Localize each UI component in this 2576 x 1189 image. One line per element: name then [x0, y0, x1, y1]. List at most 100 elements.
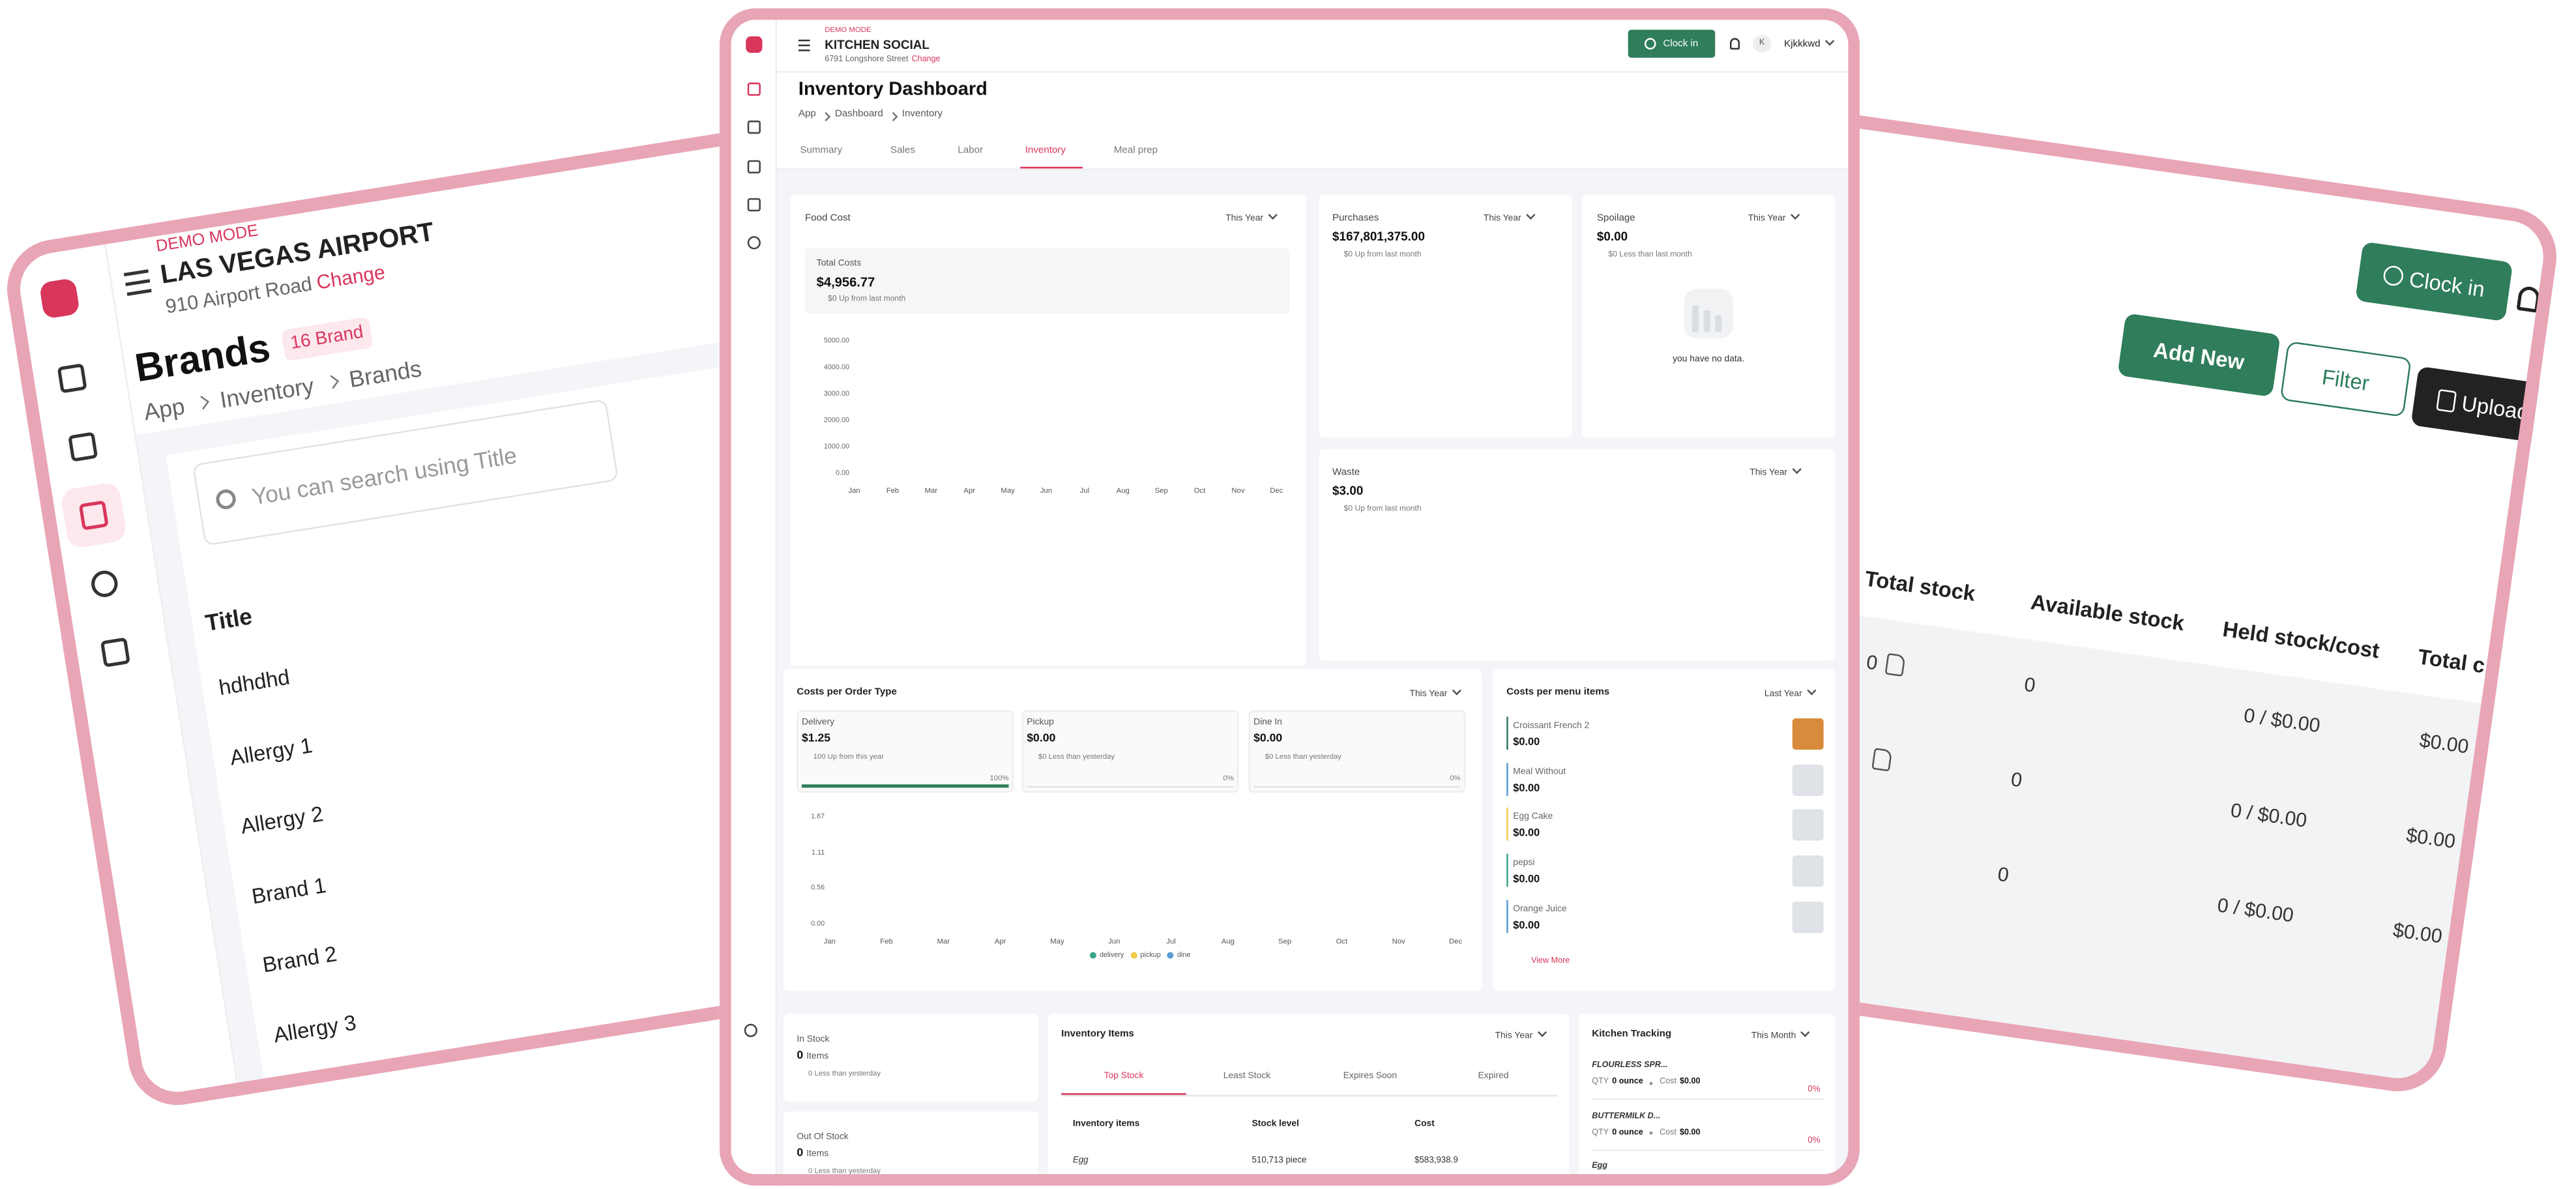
widget-card [783, 1111, 1038, 1186]
nav-icon [100, 637, 130, 668]
nav-icon [747, 82, 761, 96]
tab[interactable]: Summary [800, 146, 843, 156]
tab[interactable]: Expires Soon [1343, 1071, 1398, 1081]
widget-title: Food Cost [804, 214, 851, 224]
qty: 0 ounce [1612, 1077, 1643, 1087]
tab[interactable]: Expired [1478, 1071, 1509, 1081]
widget-value: $167,801,375.00 [1332, 229, 1425, 244]
x-tick-label: Dec [1448, 937, 1463, 946]
header-divider [777, 70, 1860, 73]
address-text: 6791 Longshore Street [825, 54, 909, 65]
y-tick-label: 3000.00 [823, 389, 850, 398]
change-text: $0 Less than last month [1608, 251, 1692, 260]
period-dropdown[interactable]: This Year [1748, 211, 1798, 224]
column-header: Held stock/cost [2221, 616, 2381, 664]
nav-icon [747, 236, 761, 250]
x-tick-label: Aug [1221, 937, 1235, 946]
widget-title: Costs per menu items [1506, 688, 1610, 698]
y-tick-label: 5000.00 [823, 336, 850, 345]
filter-button-label: Filter [2320, 363, 2371, 395]
nav-icon [78, 500, 109, 531]
item-name: Meal Without [1513, 767, 1566, 778]
empty-bar [1715, 315, 1722, 332]
x-tick-label: Jan [823, 937, 836, 946]
table-cell: $583,938.9 [1414, 1156, 1458, 1166]
item-thumbnail [1792, 902, 1824, 933]
column-header: Total c [2416, 643, 2487, 678]
order-type-box [1021, 710, 1239, 793]
tab[interactable]: Least Stock [1223, 1071, 1271, 1081]
legend-label: delivery [1099, 950, 1124, 959]
change-text: 0 Less than yesterday [808, 1069, 881, 1078]
add-new-button-label: Add New [2152, 336, 2246, 374]
x-tick-label: Jul [1166, 937, 1176, 946]
menu-line [123, 269, 149, 277]
column-header: Available stock [2029, 589, 2186, 636]
empty-bar [1703, 310, 1710, 332]
x-tick-label: Jan [848, 486, 860, 495]
order-type-name: Pickup [1027, 718, 1054, 728]
widget-card [1579, 1014, 1836, 1186]
x-tick-label: Feb [886, 486, 900, 495]
bell-icon [1729, 38, 1740, 50]
widget-title: Spoilage [1596, 214, 1635, 224]
item-value: $0.00 [1513, 873, 1540, 886]
upload-button[interactable]: Upload In [2410, 366, 2563, 448]
widget-value: $0.00 [1596, 229, 1628, 244]
edit-icon [1884, 653, 1906, 677]
active-tab-underline [1020, 166, 1083, 169]
add-new-button[interactable]: Add New [2117, 313, 2281, 398]
nav-icon [747, 160, 761, 173]
percent-label: 100% [989, 773, 1009, 782]
stock-count: 0 Items [797, 1050, 828, 1063]
y-tick-label: 1.11 [811, 847, 825, 857]
tab[interactable]: Top Stock [1104, 1071, 1144, 1081]
y-tick-label: 0.00 [835, 468, 850, 477]
order-type-value: $0.00 [1253, 733, 1283, 745]
item-thumbnail [1792, 764, 1824, 797]
period-dropdown[interactable]: This Year [1749, 466, 1800, 479]
tracking-name: Egg [1592, 1161, 1608, 1171]
total-costs-box [804, 247, 1290, 314]
menu-line [798, 39, 810, 41]
clock-in-button[interactable]: Clock in [2355, 241, 2513, 322]
stock-title: In Stock [797, 1035, 830, 1046]
stat-label: Total Costs [816, 259, 862, 269]
tab[interactable]: Inventory [1025, 146, 1066, 156]
x-tick-label: Aug [1116, 486, 1130, 495]
clock-in-button[interactable]: Clock in [1628, 29, 1716, 58]
tab[interactable]: Sales [890, 146, 915, 156]
edit-icon [1871, 748, 1893, 772]
period-dropdown[interactable]: This Year [1225, 211, 1276, 224]
x-tick-label: Jun [1108, 937, 1120, 946]
x-tick-label: May [1001, 486, 1015, 495]
progress-track [1027, 785, 1234, 787]
avatar [1753, 35, 1771, 53]
crumb: Dashboard [834, 110, 883, 120]
legend-swatch [1167, 952, 1174, 960]
widget-card [1493, 668, 1836, 991]
period-dropdown[interactable]: This Year [1484, 211, 1534, 224]
nav-icon [747, 198, 761, 212]
tracking-name: BUTTERMILK D... [1592, 1110, 1661, 1121]
item-color-bar [1506, 716, 1509, 750]
view-more-link[interactable]: View More [1531, 956, 1570, 967]
x-tick-label: Oct [1336, 937, 1348, 946]
bell-icon [2516, 285, 2541, 313]
tab-divider [1061, 1094, 1558, 1096]
tab[interactable]: Meal prep [1113, 146, 1158, 156]
x-tick-label: Apr [994, 937, 1006, 946]
filter-button[interactable]: Filter [2279, 341, 2412, 418]
period-dropdown[interactable]: Last Year [1764, 687, 1815, 700]
x-tick-label: Mar [937, 937, 950, 946]
y-tick-label: 0.00 [811, 918, 825, 928]
period-dropdown[interactable]: This Year [1410, 687, 1460, 700]
x-tick-label: Nov [1392, 937, 1405, 946]
period-dropdown[interactable]: This Month [1751, 1029, 1809, 1042]
menu-line [798, 49, 810, 51]
empty-text: you have no data. [1673, 355, 1745, 365]
period-dropdown[interactable]: This Year [1495, 1029, 1545, 1042]
y-tick-label: 1.67 [811, 812, 825, 820]
tab[interactable]: Labor [958, 146, 984, 156]
